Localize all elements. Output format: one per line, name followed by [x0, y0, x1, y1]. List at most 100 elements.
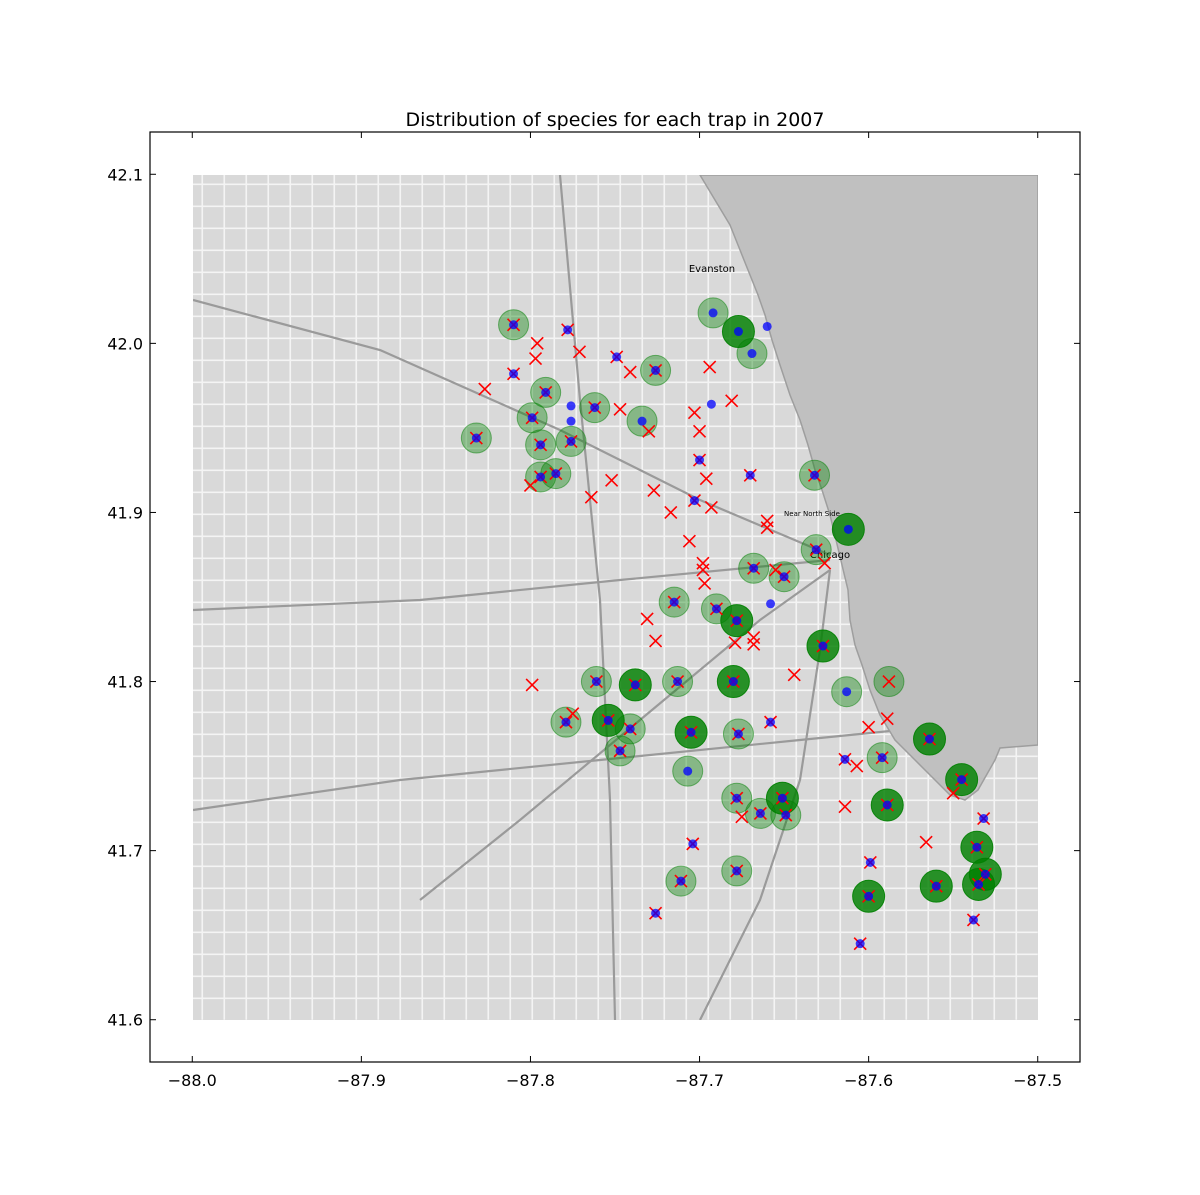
plot-frame — [149, 131, 1081, 1063]
blue-dot-marker — [755, 808, 765, 818]
blue-dot-marker — [541, 387, 551, 397]
y-tick-label: 41.8 — [107, 673, 143, 692]
blue-dot-marker — [651, 908, 661, 918]
blue-dot-marker — [471, 433, 481, 443]
blue-dot-marker — [683, 766, 693, 776]
blue-dot-marker — [561, 717, 571, 727]
red-cross-marker — [703, 360, 717, 374]
y-tick-label: 41.9 — [107, 503, 143, 522]
road-major — [193, 175, 901, 1020]
red-cross-marker — [584, 490, 598, 504]
highway-line — [419, 569, 831, 901]
red-cross-marker — [919, 835, 933, 849]
blue-dot-marker — [676, 876, 686, 886]
y-tick-label: 41.7 — [107, 842, 143, 861]
red-cross-marker — [613, 402, 627, 416]
blue-dot-marker — [766, 717, 776, 727]
y-tick-label: 41.6 — [107, 1011, 143, 1030]
blue-dot-marker — [882, 800, 892, 810]
blue-dot-marker — [591, 677, 601, 687]
blue-dot-marker — [877, 753, 887, 763]
blue-dot-marker — [781, 810, 791, 820]
blue-dot-marker — [630, 680, 640, 690]
blue-dot-marker — [637, 416, 647, 426]
red-cross-marker — [725, 394, 739, 408]
red-cross-marker — [696, 563, 710, 577]
blue-dot-marker — [566, 436, 576, 446]
x-tick-label: −88.0 — [168, 1071, 217, 1090]
blue-dot-marker — [865, 857, 875, 867]
blue-dot-marker — [855, 939, 865, 949]
red-cross-marker — [699, 472, 713, 486]
red-cross-marker — [769, 563, 783, 577]
blue-dot-marker — [509, 320, 519, 330]
blue-dot-marker — [509, 369, 519, 379]
blue-dot-marker — [840, 754, 850, 764]
red-cross-marker — [850, 759, 864, 773]
red-cross-marker — [530, 336, 544, 350]
blue-dot-marker — [689, 496, 699, 506]
red-cross-marker — [747, 637, 761, 651]
blue-dot-marker — [536, 472, 546, 482]
highway-line — [699, 569, 832, 1020]
blue-dot-marker — [749, 563, 759, 573]
blue-dot-marker — [527, 413, 537, 423]
blue-dot-marker — [733, 729, 743, 739]
blue-dot-marker — [745, 470, 755, 480]
blue-dot-marker — [673, 677, 683, 687]
blue-dot-marker — [711, 604, 721, 614]
blue-dot-marker — [810, 470, 820, 480]
x-axis: −88.0 −87.9 −87.8 −87.7 −87.6 −87.5 — [168, 132, 1062, 1090]
blue-dot-marker — [651, 365, 661, 375]
blue-dot-marker — [766, 599, 776, 609]
red-cross-marker — [760, 521, 774, 535]
blue-dot-marker — [925, 734, 935, 744]
x-tick-label: −87.7 — [675, 1071, 724, 1090]
blue-dot-marker — [732, 616, 742, 626]
blue-dot-marker — [688, 839, 698, 849]
red-cross-marker — [862, 720, 876, 734]
blue-dot-marker — [563, 325, 573, 335]
blue-dot-marker — [695, 455, 705, 465]
red-cross-marker — [787, 668, 801, 682]
y-axis: 41.6 41.7 41.8 41.9 42.0 42.1 — [107, 165, 1080, 1030]
blue-dot-marker — [843, 524, 853, 534]
lake-michigan — [699, 175, 1038, 801]
red-cross-marker — [640, 612, 654, 626]
red-cross-marker — [698, 576, 712, 591]
x-tick-label: −87.6 — [844, 1071, 893, 1090]
red-cross-marker — [880, 712, 894, 726]
blue-dot-marker — [615, 746, 625, 756]
red-cross-marker — [704, 500, 718, 514]
blue-dot-marker — [706, 399, 716, 409]
highway-line — [193, 728, 901, 812]
red-cross-marker — [946, 786, 960, 800]
red-cross-marker — [818, 556, 832, 570]
blue-dot-marker — [669, 597, 679, 607]
red-cross-marker — [882, 674, 896, 689]
blue-dot-marker — [818, 641, 828, 651]
blue-dot-marker — [842, 687, 852, 697]
blue-dot-marker — [732, 793, 742, 803]
blue-dot-marker — [551, 469, 561, 479]
red-cross-marker — [649, 634, 663, 648]
y-tick-label: 42.0 — [107, 334, 143, 353]
blue-dot-marker — [733, 327, 743, 337]
red-cross-marker — [528, 352, 543, 366]
red-cross-marker — [682, 534, 696, 548]
blue-dot-marker — [625, 724, 635, 734]
red-cross-marker — [838, 800, 852, 814]
red-cross-marker — [647, 483, 661, 498]
blue-dot-marker — [972, 842, 982, 852]
y-tick-label: 42.1 — [107, 165, 143, 184]
red-cross-marker — [696, 556, 710, 570]
map-background: Evanston Chicago Near North Side — [193, 175, 1038, 1020]
blue-dot-marker — [968, 915, 978, 925]
red-cross-marker — [525, 678, 539, 692]
blue-dot-markers — [471, 308, 990, 949]
blue-dot-marker — [566, 416, 576, 426]
red-cross-marker — [523, 478, 538, 492]
red-cross-marker — [728, 636, 742, 650]
red-cross-marker — [623, 365, 637, 379]
